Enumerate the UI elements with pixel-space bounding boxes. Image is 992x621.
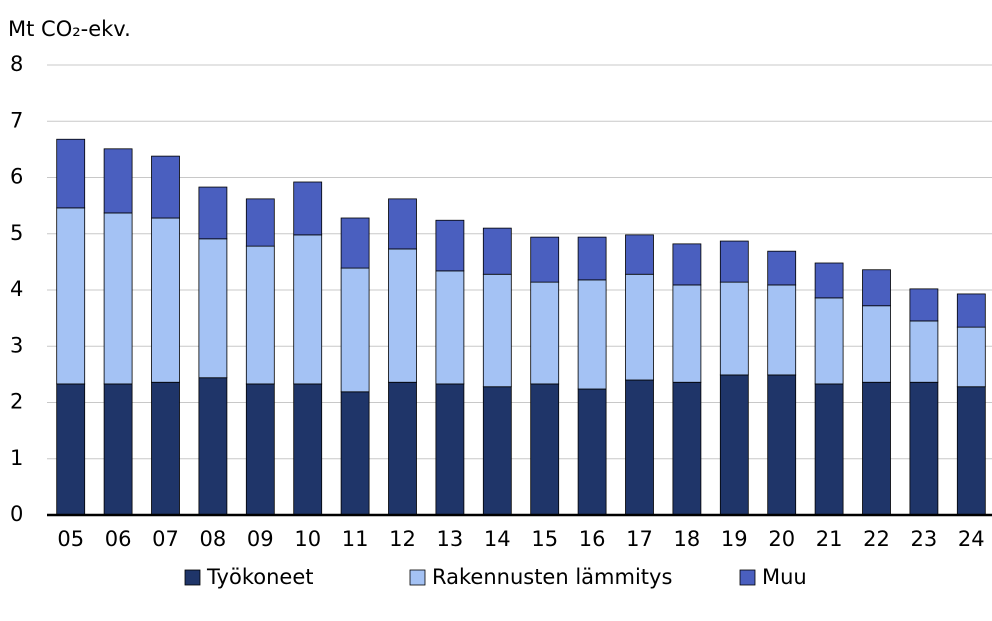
bar-segment bbox=[530, 236, 560, 283]
bar-segment bbox=[340, 217, 370, 269]
y-tick-label: 5 bbox=[10, 221, 23, 245]
x-tick-label: 08 bbox=[200, 527, 227, 551]
bar-segment bbox=[767, 374, 797, 516]
bar-segment bbox=[956, 293, 986, 328]
bar-segment bbox=[625, 273, 654, 381]
bar-segment bbox=[577, 236, 607, 281]
legend-label: Työkoneet bbox=[206, 565, 313, 589]
bar-segment bbox=[435, 270, 465, 385]
x-tick-label: 24 bbox=[958, 527, 985, 551]
x-tick-label: 05 bbox=[57, 527, 84, 551]
bar-segment bbox=[293, 383, 323, 516]
bar-segment bbox=[909, 381, 939, 516]
bar-segment bbox=[293, 181, 323, 236]
bar-segment bbox=[862, 381, 891, 516]
bar-segment bbox=[103, 148, 133, 214]
bar-segment bbox=[340, 391, 370, 516]
bar-segment bbox=[56, 138, 86, 209]
bar-segment bbox=[388, 198, 417, 250]
bar-segment bbox=[293, 234, 323, 385]
x-tick-label: 14 bbox=[484, 527, 511, 551]
y-tick-label: 1 bbox=[10, 446, 23, 470]
y-tick-label: 4 bbox=[10, 277, 23, 301]
x-tick-label: 16 bbox=[579, 527, 606, 551]
bar-segment bbox=[103, 383, 133, 516]
legend-label: Muu bbox=[762, 565, 807, 589]
bar-segment bbox=[435, 383, 465, 516]
legend-swatch bbox=[184, 569, 201, 586]
bar-segment bbox=[245, 245, 275, 385]
bar-segment bbox=[530, 281, 560, 385]
x-tick-label: 09 bbox=[247, 527, 274, 551]
x-tick-label: 21 bbox=[816, 527, 843, 551]
x-tick-label: 15 bbox=[531, 527, 558, 551]
bar-segment bbox=[814, 297, 844, 385]
bar-segment bbox=[482, 386, 512, 516]
y-tick-label: 7 bbox=[10, 108, 23, 132]
bar-segment bbox=[956, 326, 986, 388]
x-tick-label: 23 bbox=[911, 527, 938, 551]
bar-segment bbox=[482, 227, 512, 275]
bar-segment bbox=[909, 288, 939, 322]
bar-segment bbox=[530, 383, 560, 516]
bar-segment bbox=[672, 243, 702, 286]
legend-label: Rakennusten lämmitys bbox=[432, 565, 672, 589]
bar-segment bbox=[388, 381, 417, 516]
x-tick-label: 19 bbox=[721, 527, 748, 551]
x-tick-label: 12 bbox=[389, 527, 416, 551]
bar-segment bbox=[767, 284, 797, 376]
y-axis-label: Mt CO₂-ekv. bbox=[8, 17, 131, 41]
y-tick-label: 8 bbox=[10, 52, 23, 76]
bar-segment bbox=[814, 262, 844, 299]
bar-segment bbox=[625, 379, 654, 516]
x-tick-label: 11 bbox=[342, 527, 369, 551]
bar-segment bbox=[767, 250, 797, 286]
bar-segment bbox=[956, 386, 986, 516]
x-tick-label: 20 bbox=[768, 527, 795, 551]
bar-segment bbox=[577, 388, 607, 516]
bar-segment bbox=[719, 374, 749, 516]
bar-segment bbox=[435, 219, 465, 272]
bar-segment bbox=[862, 305, 891, 383]
x-tick-label: 06 bbox=[105, 527, 132, 551]
bar-segment bbox=[862, 269, 891, 307]
y-tick-label: 2 bbox=[10, 390, 23, 414]
y-tick-label: 0 bbox=[10, 502, 23, 526]
x-tick-label: 17 bbox=[626, 527, 653, 551]
bar-segment bbox=[198, 377, 228, 516]
bar-segment bbox=[198, 186, 228, 240]
bar-segment bbox=[340, 267, 370, 393]
legend-swatch bbox=[409, 569, 426, 586]
bar-segment bbox=[198, 238, 228, 379]
bar-segment bbox=[482, 273, 512, 388]
bar-segment bbox=[245, 198, 275, 247]
x-tick-label: 22 bbox=[863, 527, 890, 551]
x-tick-label: 13 bbox=[437, 527, 464, 551]
y-tick-label: 6 bbox=[10, 165, 23, 189]
bar-segment bbox=[388, 248, 417, 383]
bar-segment bbox=[56, 383, 86, 516]
bar-segment bbox=[577, 279, 607, 390]
bar-segment bbox=[625, 234, 654, 275]
bar-segment bbox=[909, 320, 939, 383]
x-tick-label: 18 bbox=[674, 527, 701, 551]
bar-segment bbox=[151, 381, 180, 516]
x-tick-label: 07 bbox=[152, 527, 179, 551]
bar-segment bbox=[245, 383, 275, 516]
bar-segment bbox=[719, 240, 749, 283]
legend-swatch bbox=[739, 569, 756, 586]
x-tick-label: 10 bbox=[294, 527, 321, 551]
bar-segment bbox=[151, 217, 180, 383]
bar-segment bbox=[672, 284, 702, 383]
bar-segment bbox=[672, 381, 702, 516]
bar-segment bbox=[103, 212, 133, 385]
bar-segment bbox=[719, 281, 749, 376]
y-tick-label: 3 bbox=[10, 333, 23, 357]
bar-segment bbox=[151, 155, 180, 219]
bar-segment bbox=[814, 383, 844, 516]
bar-segment bbox=[56, 207, 86, 385]
